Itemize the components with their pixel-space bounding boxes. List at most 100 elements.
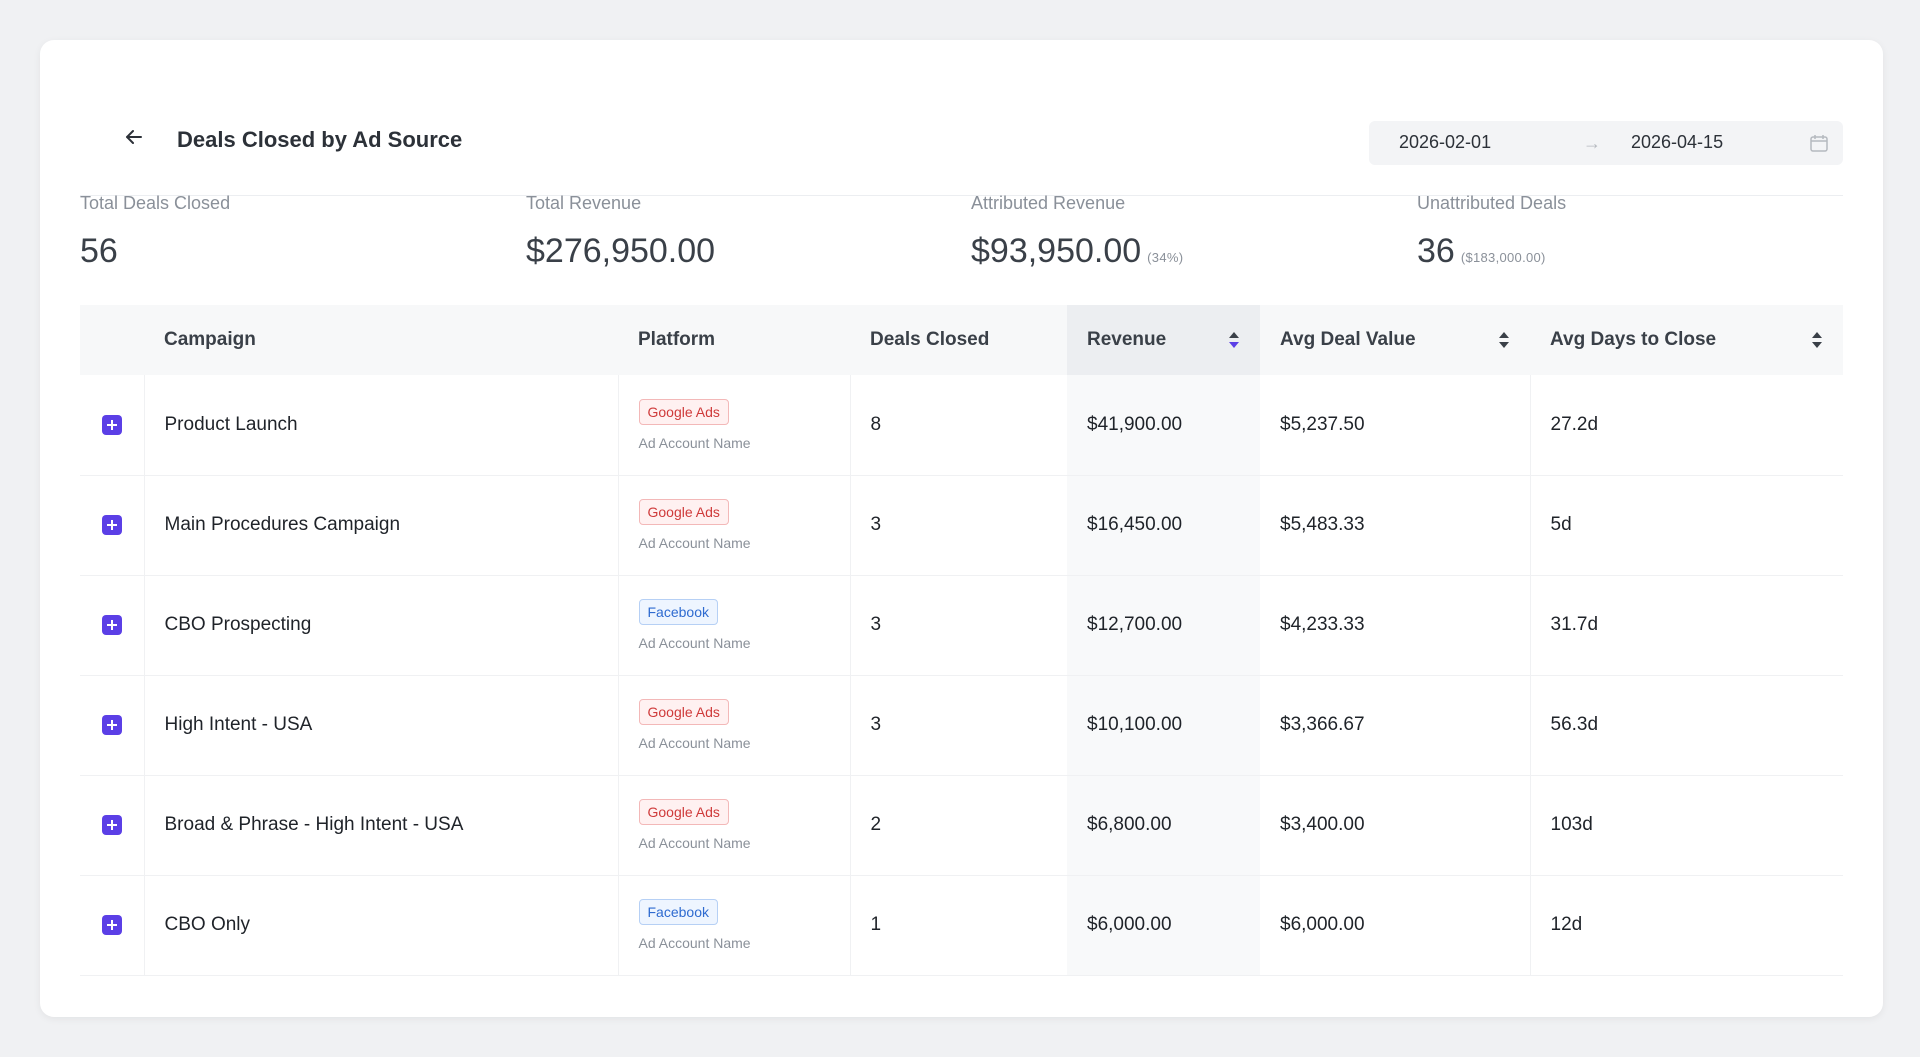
campaign-cell: Broad & Phrase - High Intent - USA [143, 775, 618, 876]
expand-cell [80, 775, 144, 876]
column-header-avg-value[interactable]: Avg Deal Value [1260, 305, 1530, 375]
ad-account-name: Ad Account Name [638, 935, 751, 951]
column-header-avg-value-label: Avg Deal Value [1280, 329, 1416, 350]
stat-sub: (34%) [1147, 250, 1184, 265]
expand-cell [80, 375, 144, 476]
column-header-avg-days[interactable]: Avg Days to Close [1530, 305, 1843, 375]
deals-cell: 3 [849, 575, 1067, 676]
platform-cell: Google Ads Ad Account Name [617, 775, 850, 876]
date-end-input[interactable]: 2026-04-15 [1631, 132, 1724, 152]
header: Deals Closed by Ad Source 2026-02-01 → 2… [80, 80, 1843, 196]
expand-cell [80, 475, 144, 576]
revenue-cell: $10,100.00 [1067, 675, 1260, 776]
platform-tag: Google Ads [638, 398, 729, 425]
platform-cell: Google Ads Ad Account Name [617, 475, 850, 576]
back-arrow-icon[interactable] [122, 125, 146, 149]
avg-days-cell: 27.2d [1529, 375, 1843, 476]
ad-account-name: Ad Account Name [638, 535, 751, 551]
stat-value-wrap: 36 ($183,000.00) [1417, 232, 1546, 271]
campaign-cell: CBO Prospecting [143, 575, 618, 676]
revenue-cell: $6,800.00 [1067, 775, 1260, 876]
avg-value-cell: $4,233.33 [1260, 575, 1530, 676]
expand-plus-icon[interactable] [101, 914, 122, 935]
stat-value-wrap: $93,950.00 (34%) [971, 232, 1183, 271]
campaign-table: Campaign Platform Deals Closed Revenue A… [80, 305, 1843, 976]
avg-value-cell: $3,366.67 [1260, 675, 1530, 776]
platform-cell: Facebook Ad Account Name [617, 875, 850, 976]
table-row: CBO Only Facebook Ad Account Name 1 $6,0… [80, 875, 1843, 976]
stat-value: 56 [80, 232, 118, 270]
platform-tag: Google Ads [638, 699, 729, 725]
campaign-cell: Product Launch [143, 375, 618, 476]
platform-cell: Google Ads Ad Account Name [617, 675, 850, 776]
column-header-revenue-label: Revenue [1087, 329, 1167, 350]
deals-cell: 1 [849, 875, 1067, 976]
expand-plus-icon[interactable] [101, 714, 122, 735]
page-title: Deals Closed by Ad Source [177, 127, 463, 152]
table-header-row: Campaign Platform Deals Closed Revenue A… [80, 305, 1843, 375]
platform-cell: Google Ads Ad Account Name [617, 375, 850, 476]
avg-value-cell: $5,237.50 [1260, 375, 1530, 476]
expand-cell [80, 575, 144, 676]
avg-value-cell: $5,483.33 [1260, 475, 1530, 576]
expand-plus-icon[interactable] [101, 614, 122, 635]
campaign-cell: CBO Only [143, 875, 618, 976]
campaign-cell: Main Procedures Campaign [143, 475, 618, 576]
avg-value-cell: $3,400.00 [1260, 775, 1530, 876]
revenue-cell: $6,000.00 [1067, 875, 1260, 976]
platform-tag: Facebook [638, 899, 718, 925]
avg-days-cell: 31.7d [1529, 575, 1843, 676]
date-range-picker[interactable]: 2026-02-01 → 2026-04-15 [1369, 121, 1843, 165]
ad-account-name: Ad Account Name [638, 835, 751, 851]
stat-label: Total Revenue [526, 193, 642, 213]
stat-value: 36 [1417, 232, 1455, 270]
avg-days-cell: 56.3d [1529, 675, 1843, 776]
sort-icon[interactable] [1498, 330, 1510, 350]
platform-tag: Google Ads [638, 799, 729, 825]
stat-value: $276,950.00 [526, 232, 716, 270]
stat-label: Attributed Revenue [971, 193, 1126, 213]
revenue-cell: $12,700.00 [1067, 575, 1260, 676]
avg-days-cell: 12d [1529, 875, 1843, 976]
campaign-cell: High Intent - USA [143, 675, 618, 776]
calendar-icon[interactable] [1809, 133, 1829, 153]
ad-account-name: Ad Account Name [638, 434, 751, 451]
ad-account-name: Ad Account Name [638, 735, 751, 751]
column-header-expand [80, 305, 144, 375]
stat-value: $93,950.00 [971, 232, 1142, 270]
deals-cell: 2 [849, 775, 1067, 876]
deals-cell: 3 [849, 675, 1067, 776]
expand-plus-icon[interactable] [101, 514, 122, 535]
stat-sub: ($183,000.00) [1460, 250, 1546, 265]
platform-tag: Facebook [638, 599, 718, 625]
stat-label: Total Deals Closed [80, 193, 231, 213]
column-header-avg-days-label: Avg Days to Close [1550, 329, 1717, 350]
column-header-deals: Deals Closed [870, 329, 990, 350]
sort-icon[interactable] [1811, 330, 1823, 350]
report-card: Deals Closed by Ad Source 2026-02-01 → 2… [40, 40, 1883, 1017]
table-row: Broad & Phrase - High Intent - USA Googl… [80, 775, 1843, 876]
table-row: Main Procedures Campaign Google Ads Ad A… [80, 475, 1843, 576]
column-header-campaign: Campaign [164, 329, 256, 350]
column-header-revenue[interactable]: Revenue [1067, 305, 1260, 375]
sort-icon[interactable] [1228, 330, 1240, 350]
avg-days-cell: 103d [1529, 775, 1843, 876]
expand-plus-icon[interactable] [101, 814, 122, 835]
avg-days-cell: 5d [1529, 475, 1843, 576]
stat-label: Unattributed Deals [1417, 193, 1567, 213]
column-header-platform: Platform [638, 329, 716, 350]
platform-tag: Google Ads [638, 499, 729, 525]
expand-cell [80, 875, 144, 976]
revenue-cell: $41,900.00 [1067, 375, 1260, 476]
ad-account-name: Ad Account Name [638, 635, 751, 651]
deals-cell: 8 [849, 375, 1067, 476]
summary-stats: Total Deals Closed 56 Total Revenue $276… [80, 190, 1843, 310]
table-row: Product Launch Google Ads Ad Account Nam… [80, 375, 1843, 476]
expand-plus-icon[interactable] [101, 414, 122, 435]
date-range-arrow: → [1583, 133, 1601, 153]
avg-value-cell: $6,000.00 [1260, 875, 1530, 976]
date-start-input[interactable]: 2026-02-01 [1399, 132, 1492, 152]
table-row: CBO Prospecting Facebook Ad Account Name… [80, 575, 1843, 676]
expand-cell [80, 675, 144, 776]
revenue-cell: $16,450.00 [1067, 475, 1260, 576]
